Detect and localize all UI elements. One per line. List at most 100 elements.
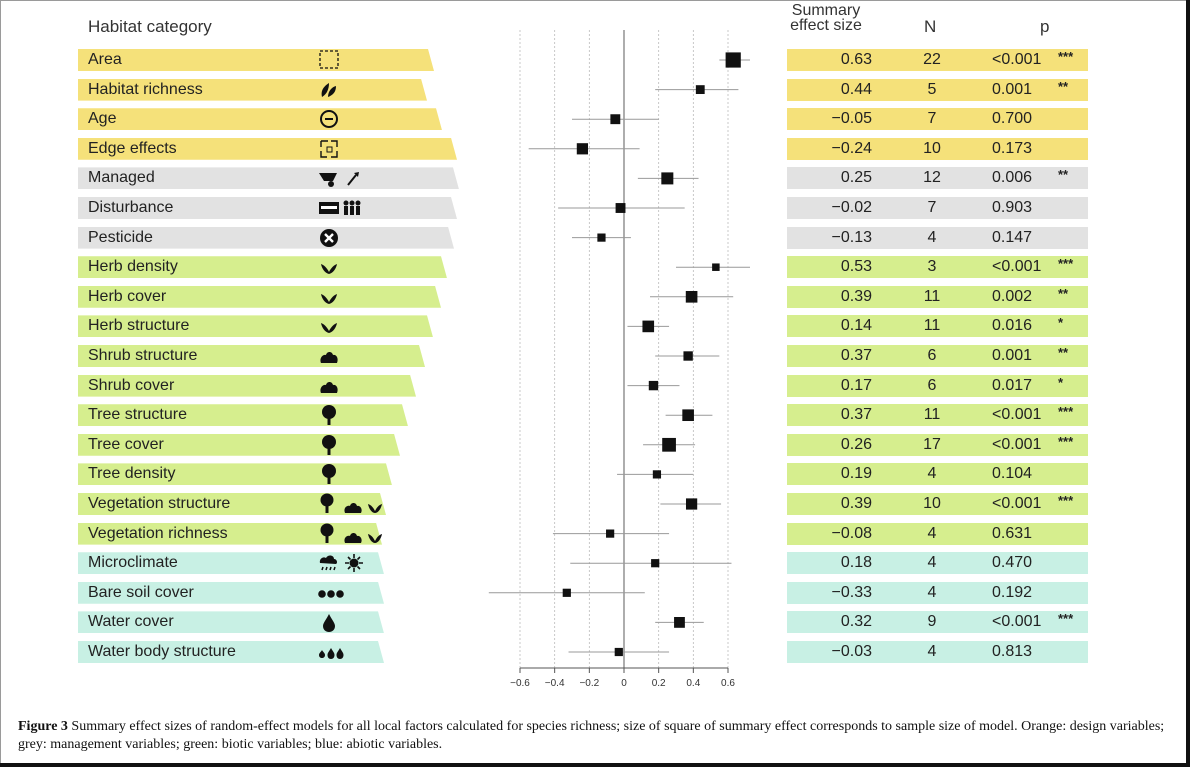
- effect-size-value: −0.05: [831, 110, 872, 128]
- row-label: Water body structure: [88, 643, 236, 660]
- row-label: Pesticide: [88, 228, 153, 246]
- effect-square: [661, 172, 674, 185]
- effect-size-value: 0.37: [840, 406, 872, 424]
- soil-dots-icon: [318, 589, 344, 598]
- p-value: 0.173: [992, 139, 1033, 157]
- row-label: Microclimate: [88, 554, 178, 572]
- effect-size-value: 0.39: [840, 495, 872, 512]
- row-values-band: [787, 463, 1088, 486]
- n-value: 6: [927, 376, 937, 394]
- row-values-band: [787, 315, 1088, 338]
- age-clock-icon: [320, 110, 338, 129]
- effect-square: [614, 647, 623, 657]
- row-values-band: [787, 49, 1088, 71]
- n-value: 17: [923, 435, 941, 453]
- n-value: 4: [927, 643, 937, 660]
- n-value: 4: [927, 228, 937, 246]
- p-value: <0.001: [992, 435, 1042, 453]
- row-label: Age: [88, 110, 117, 128]
- effect-square: [685, 498, 698, 510]
- effect-square: [695, 85, 705, 95]
- effect-size-value: 0.26: [840, 435, 872, 453]
- row-values-band: [787, 641, 1088, 663]
- dashed-square-icon: [319, 50, 339, 69]
- caption-text: Summary effect sizes of random-effect mo…: [18, 719, 1165, 752]
- n-value: 10: [923, 139, 941, 157]
- effect-square: [651, 559, 660, 568]
- row-values-band: [787, 137, 1088, 160]
- p-value: 0.002: [992, 287, 1033, 305]
- n-value: 11: [923, 317, 941, 335]
- significance-stars: **: [1058, 78, 1069, 94]
- row-label: Shrub structure: [88, 347, 198, 364]
- row-label: Vegetation richness: [88, 524, 228, 542]
- row-label: Tree structure: [88, 406, 187, 424]
- effect-size-value: 0.19: [840, 465, 872, 483]
- header-summary-line2: effect size: [790, 17, 862, 34]
- tree-icon: [322, 464, 336, 485]
- effect-square: [610, 114, 621, 125]
- significance-stars: ***: [1058, 404, 1074, 420]
- wheelbarrow-shovel-icon: [319, 172, 359, 188]
- row-values-band: [787, 78, 1088, 101]
- row-values-band: [787, 433, 1088, 456]
- tree-shrub-herb-icon: [320, 523, 382, 543]
- row-values-band: [787, 522, 1088, 545]
- rain-sun-icon: [319, 554, 363, 573]
- row-band: [78, 285, 441, 308]
- n-value: 22: [923, 51, 941, 68]
- significance-stars: ***: [1058, 433, 1074, 449]
- row-band: [78, 226, 454, 249]
- effect-size-value: −0.24: [831, 139, 872, 157]
- people-disturbance-icon: [319, 200, 361, 215]
- p-value: 0.006: [992, 169, 1033, 187]
- effect-size-value: 0.32: [840, 613, 872, 631]
- effect-square: [642, 320, 655, 333]
- header-n: N: [924, 17, 937, 36]
- header-habitat-category: Habitat category: [88, 17, 212, 36]
- n-value: 11: [923, 406, 941, 424]
- n-value: 10: [923, 495, 941, 512]
- effect-size-value: 0.14: [840, 317, 872, 335]
- p-value: 0.001: [992, 80, 1033, 98]
- row-band: [78, 641, 384, 663]
- row-values-band: [787, 404, 1088, 427]
- tree-icon: [322, 434, 336, 455]
- row-values-band: [787, 108, 1088, 131]
- effect-size-value: −0.08: [831, 524, 872, 542]
- significance-stars: *: [1058, 315, 1064, 331]
- row-values-band: [787, 493, 1088, 515]
- x-tick-label: 0.2: [652, 678, 666, 689]
- figure-caption: Figure 3 Summary effect sizes of random-…: [18, 718, 1168, 754]
- p-value: <0.001: [992, 495, 1042, 512]
- herb-icon: [321, 293, 337, 304]
- row-band: [78, 108, 442, 131]
- p-value: <0.001: [992, 51, 1042, 68]
- effect-size-value: 0.25: [840, 169, 872, 187]
- row-band: [78, 137, 457, 160]
- p-value: 0.104: [992, 465, 1033, 483]
- effect-size-value: −0.02: [831, 199, 872, 216]
- row-band: [78, 345, 425, 367]
- significance-stars: ***: [1058, 49, 1074, 64]
- row-band: [78, 256, 447, 279]
- effect-square: [712, 263, 720, 271]
- n-value: 7: [927, 110, 937, 128]
- p-value: 0.903: [992, 199, 1033, 216]
- tree-icon: [322, 405, 336, 426]
- row-label: Area: [88, 51, 122, 68]
- row-band: [78, 463, 392, 486]
- effect-square: [683, 351, 693, 361]
- row-values-band: [787, 197, 1088, 219]
- row-label: Herb cover: [88, 287, 167, 305]
- row-label: Vegetation structure: [88, 495, 231, 512]
- row-label: Habitat richness: [88, 80, 203, 98]
- row-values-band: [787, 285, 1088, 308]
- row-band: [78, 433, 400, 456]
- significance-stars: ***: [1058, 611, 1074, 627]
- row-values-band: [787, 552, 1088, 575]
- effect-size-value: 0.37: [840, 347, 872, 364]
- significance-stars: ***: [1058, 256, 1074, 272]
- x-tick-label: 0.6: [721, 678, 735, 689]
- x-tick-label: 0.4: [686, 678, 700, 689]
